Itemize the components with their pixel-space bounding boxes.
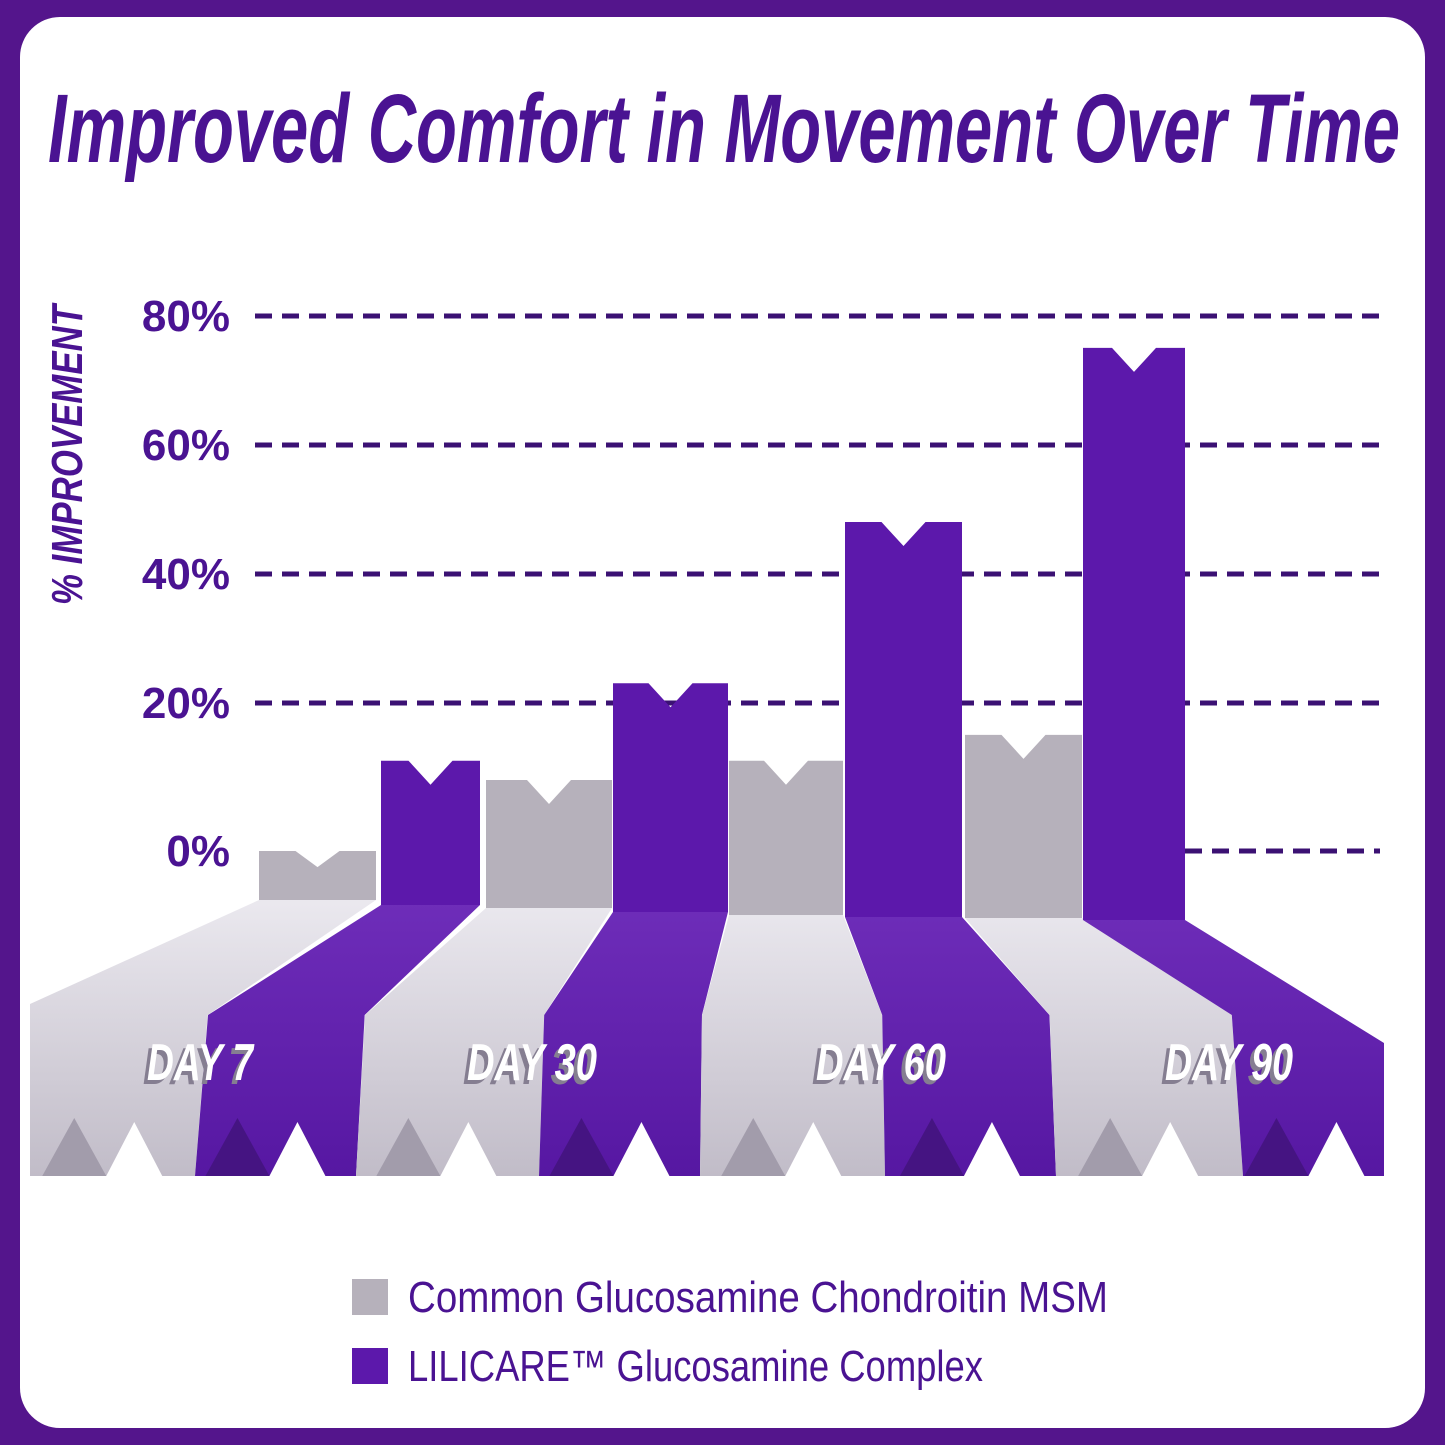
day-label-shadow: DAY 7 <box>143 1038 250 1096</box>
ribbon-end-notch <box>785 1122 842 1176</box>
ribbon-end-notch <box>269 1122 326 1176</box>
ribbon-fold-shadow <box>205 1118 270 1176</box>
ribbon-end-notch <box>1308 1122 1365 1176</box>
day-label-shadow: DAY 60 <box>812 1038 942 1096</box>
legend-label-0: Common Glucosamine Chondroitin MSM <box>408 1273 1108 1322</box>
bar-common-day-0 <box>259 851 376 900</box>
chart-title: Improved Comfort in Movement Over Time <box>48 74 1400 183</box>
day-label: DAY 7 <box>147 1034 254 1092</box>
bar-lilicare-day-1 <box>613 683 728 912</box>
y-axis-label: % IMPROVEMENT <box>43 303 92 605</box>
bar-common-day-3 <box>965 734 1082 918</box>
legend-swatch-0 <box>352 1279 388 1315</box>
y-tick-0: 0% <box>166 827 230 876</box>
floor-ribbon-common-day-2 <box>700 915 885 1176</box>
floor-ribbon-common-day-3 <box>965 918 1243 1176</box>
ribbon-fold-shadow <box>549 1118 614 1176</box>
y-tick-80: 80% <box>142 292 230 341</box>
bar-common-day-2 <box>729 760 843 915</box>
y-tick-20: 20% <box>142 679 230 728</box>
day-label-shadow: DAY 30 <box>463 1038 593 1096</box>
bar-lilicare-day-0 <box>381 760 480 905</box>
day-label: DAY 90 <box>1165 1034 1293 1092</box>
ribbon-end-notch <box>613 1122 670 1176</box>
ribbon-fold-shadow <box>376 1118 441 1176</box>
bar-common-day-1 <box>486 780 612 908</box>
floor-ribbon-common-day-0 <box>30 900 376 1176</box>
ribbon-end-notch <box>106 1122 163 1176</box>
legend-swatch-1 <box>352 1348 388 1384</box>
ribbon-fold-shadow <box>1244 1118 1309 1176</box>
y-tick-40: 40% <box>142 550 230 599</box>
day-label-shadow: DAY 90 <box>1161 1038 1289 1096</box>
floor-ribbon-lilicare-day-2 <box>845 917 1056 1176</box>
bar-lilicare-day-2 <box>845 522 962 917</box>
floor-ribbon-lilicare-day-1 <box>539 912 728 1176</box>
ribbon-fold-shadow <box>721 1118 786 1176</box>
y-tick-60: 60% <box>142 421 230 470</box>
ribbon-end-notch <box>963 1122 1020 1176</box>
bar-lilicare-day-3 <box>1083 347 1185 920</box>
ribbon-fold-shadow <box>42 1118 107 1176</box>
day-label: DAY 30 <box>467 1034 597 1092</box>
ribbon-fold-shadow <box>1078 1118 1143 1176</box>
floor-ribbon-lilicare-day-0 <box>195 905 480 1176</box>
floor-ribbon-common-day-1 <box>356 908 612 1176</box>
ribbon-fold-shadow <box>899 1118 964 1176</box>
day-label: DAY 60 <box>816 1034 946 1092</box>
ribbon-end-notch <box>1142 1122 1199 1176</box>
legend-label-1: LILICARE™ Glucosamine Complex <box>408 1342 983 1391</box>
floor-ribbon-lilicare-day-3 <box>1083 920 1384 1176</box>
ribbon-end-notch <box>440 1122 497 1176</box>
